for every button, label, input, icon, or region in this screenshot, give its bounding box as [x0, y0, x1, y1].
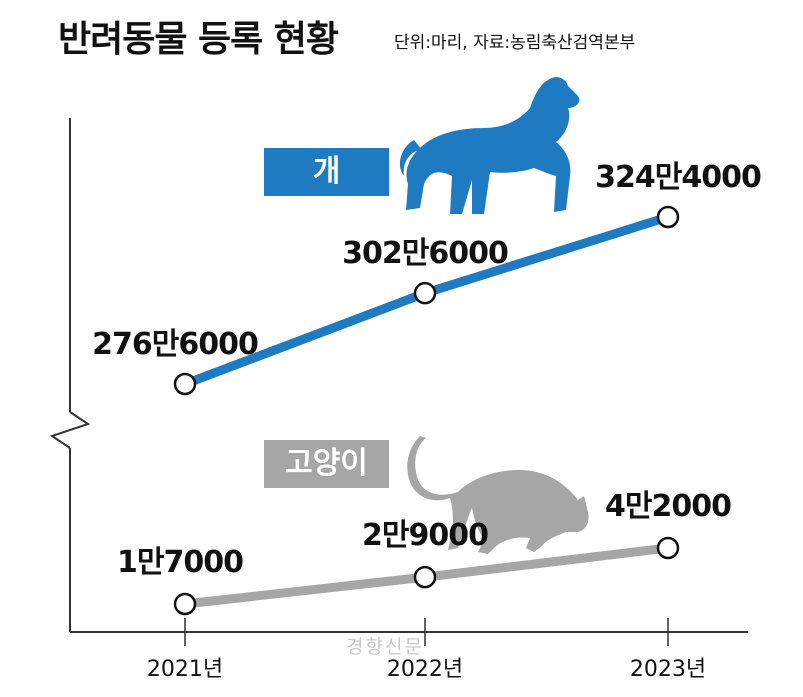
series-layer: 276만6000 302만6000 324만4000 1만7000 2만9000 4만20…: [92, 160, 762, 616]
x-tick-label: 2021년: [147, 657, 223, 682]
series-tag-dog: 개: [264, 148, 389, 196]
x-tick-label: 2022년: [387, 657, 463, 682]
data-label: 2만9000: [362, 518, 488, 553]
data-point: [413, 565, 437, 589]
data-label: 302만6000: [342, 236, 508, 271]
data-point: [656, 205, 680, 229]
data-point: [413, 281, 437, 305]
data-label: 276만6000: [92, 327, 258, 362]
dog-silhouette-icon: [399, 77, 580, 214]
axes: [49, 118, 748, 633]
cat-silhouette-icon: [407, 436, 589, 554]
data-point: [173, 592, 197, 616]
data-label: 4만2000: [605, 489, 731, 524]
data-point: [173, 372, 197, 396]
watermark: 경향신문: [346, 636, 424, 658]
series-tag-cat: 고양이: [264, 440, 389, 488]
axis-break: [49, 411, 91, 449]
x-ticks: 2021년 2022년 2023년: [147, 618, 706, 682]
chart-subtitle: 단위:마리, 자료:농림축산검역본부: [394, 33, 636, 53]
chart-title: 반려동물 등록 현황: [58, 19, 339, 60]
data-point: [656, 536, 680, 560]
x-tick-label: 2023년: [630, 657, 706, 682]
data-label: 324만4000: [595, 160, 761, 195]
data-label: 1만7000: [117, 545, 243, 580]
